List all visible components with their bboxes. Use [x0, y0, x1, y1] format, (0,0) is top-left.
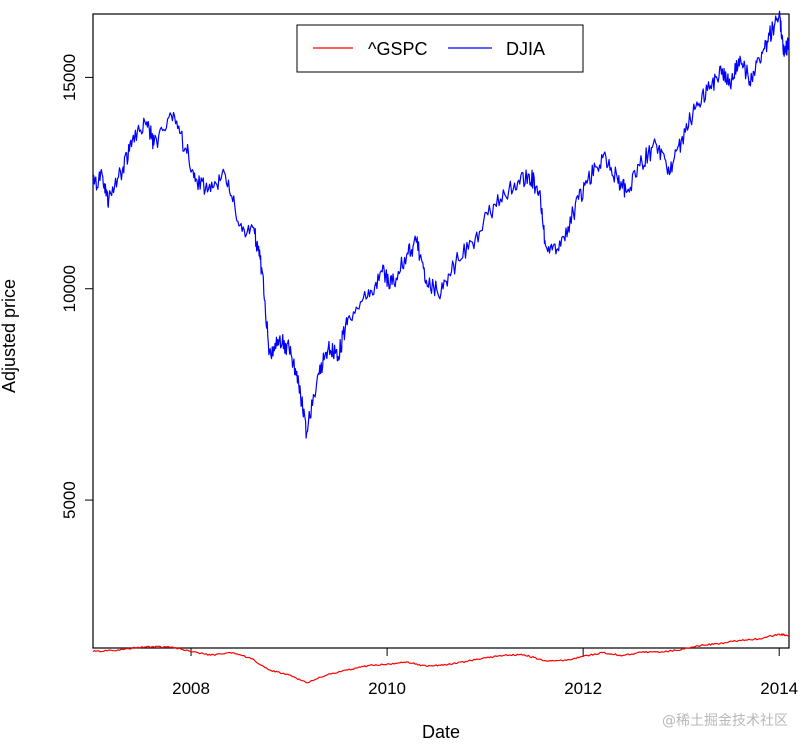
- legend: ^GSPC DJIA: [296, 24, 584, 73]
- x-tick-label: 2008: [172, 679, 210, 698]
- x-tick-label: 2010: [368, 679, 406, 698]
- y-axis: 5000 10000 15000: [60, 54, 93, 519]
- watermark: @稀土掘金技术社区: [662, 713, 788, 729]
- y-tick-label: 10000: [60, 265, 79, 312]
- series-lines: [92, 10, 790, 684]
- legend-box: [296, 24, 584, 73]
- y-tick-label: 5000: [60, 481, 79, 519]
- x-axis-label: Date: [422, 722, 460, 742]
- y-tick-label: 15000: [60, 54, 79, 101]
- series-line-djia: [92, 10, 790, 439]
- x-tick-label: 2012: [564, 679, 602, 698]
- x-tick-label: 2014: [760, 679, 798, 698]
- legend-label-djia: DJIA: [506, 39, 545, 59]
- y-axis-label: Adjusted price: [0, 279, 19, 393]
- legend-label-gspc: ^GSPC: [368, 39, 427, 59]
- plot-frame: [92, 13, 790, 649]
- series-line-gspc: [92, 633, 790, 684]
- x-axis: 2008 2010 2012 2014: [172, 648, 798, 698]
